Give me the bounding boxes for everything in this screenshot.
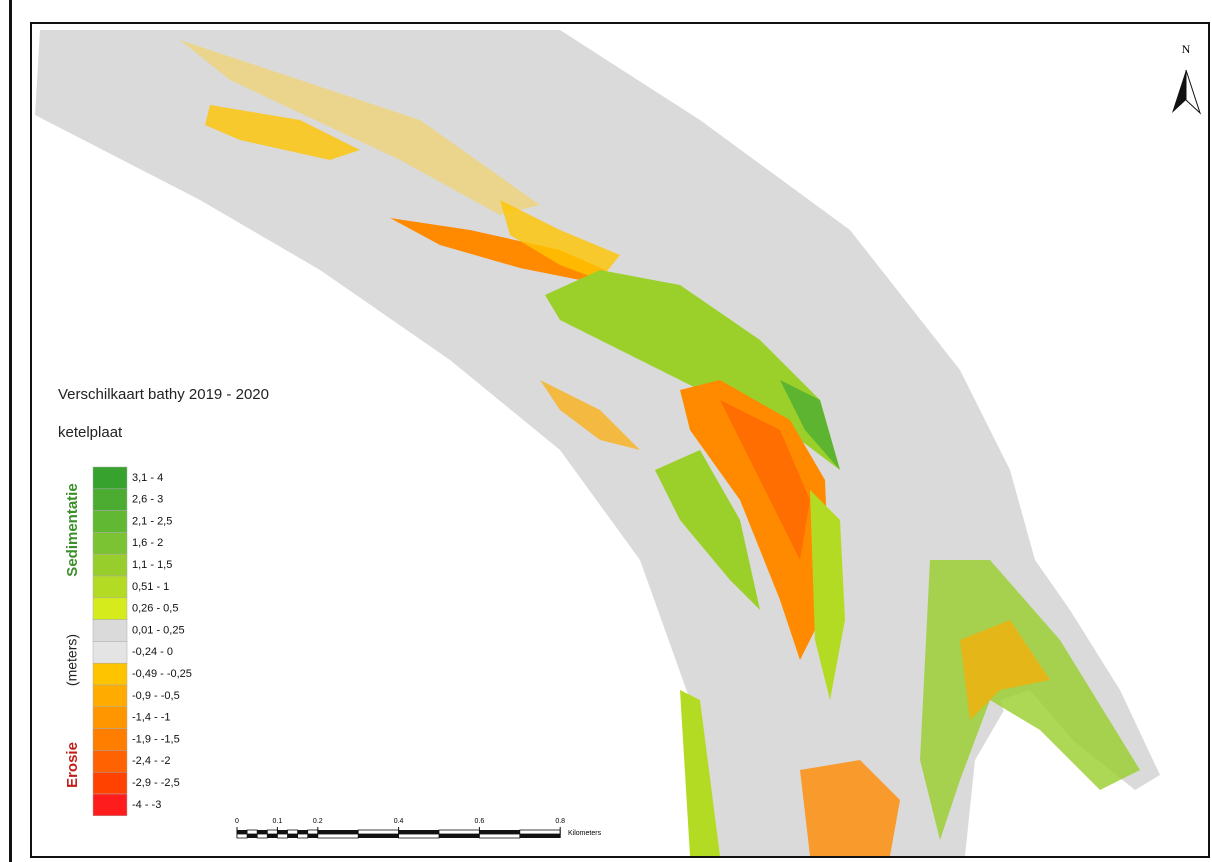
legend-label: 2,1 - 2,5 [132, 515, 172, 527]
legend-side-label: Erosie [64, 742, 81, 788]
legend-label: -1,9 - -1,5 [132, 733, 180, 745]
legend-label: -4 - -3 [132, 799, 161, 811]
scale-segment [519, 829, 561, 835]
scale-segment [317, 830, 359, 834]
scale-segment [247, 834, 258, 838]
legend-label: 1,1 - 1,5 [132, 559, 172, 571]
legend-label: -2,9 - -2,5 [132, 777, 180, 789]
erosion-area [540, 380, 640, 450]
legend-title: Verschilkaart bathy 2019 - 2020 [58, 386, 269, 403]
river [35, 30, 1160, 856]
scale-segment [237, 830, 248, 834]
legend-label: 0,51 - 1 [132, 581, 169, 593]
scale-label: 0.6 [475, 818, 485, 825]
legend-swatch [92, 466, 128, 490]
legend-label: 2,6 - 3 [132, 494, 163, 506]
legend-swatch [92, 706, 128, 729]
scale-segment [398, 833, 440, 839]
legend-swatch [92, 597, 128, 620]
north-label: N [1182, 42, 1191, 56]
legend-label: 3,1 - 4 [132, 472, 163, 484]
sedimentation-area [810, 490, 845, 700]
legend-swatch [92, 793, 128, 817]
scale-segment [297, 833, 309, 839]
scale-label: 0.2 [313, 818, 323, 825]
scale-segment [267, 834, 278, 838]
scale-segment [297, 830, 308, 834]
scale-segment [277, 830, 288, 834]
legend-swatch [92, 684, 128, 708]
erosion-area [960, 620, 1050, 720]
scale-segment [246, 829, 258, 835]
legend-side-label: (meters) [64, 634, 80, 686]
scale-segment [519, 834, 561, 838]
scale-segment [479, 830, 520, 834]
scale-segment [398, 830, 439, 834]
scale-label: 0.4 [394, 818, 404, 825]
scale-segment [236, 833, 248, 839]
legend-swatch [92, 750, 128, 773]
scale-segment [287, 829, 299, 835]
erosion-area [720, 400, 810, 560]
legend-label: -1,4 - -1 [132, 712, 171, 724]
legend-swatch [92, 575, 128, 599]
erosion-area [500, 200, 620, 280]
erosion-area [390, 218, 605, 282]
scale-segment [287, 834, 298, 838]
legend-label: -0,24 - 0 [132, 646, 173, 658]
legend-swatch [92, 532, 128, 555]
erosion-area [180, 40, 540, 215]
scale-segment [307, 834, 318, 838]
legend-label: 0,01 - 0,25 [132, 624, 185, 636]
scale-segment [478, 833, 521, 839]
sedimentation-area [680, 690, 720, 856]
legend-swatch [92, 641, 128, 664]
north-arrow [1185, 69, 1202, 115]
legend-swatch [92, 553, 128, 577]
scale-segment [317, 833, 359, 839]
legend-label: 1,6 - 2 [132, 537, 163, 549]
erosion-area [800, 760, 900, 856]
legend-label: -2,4 - -2 [132, 755, 171, 767]
legend-swatch [92, 662, 128, 686]
scale-label: 0.1 [273, 818, 283, 825]
scale-segment [358, 834, 399, 838]
legend-label: -0,49 - -0,25 [132, 668, 192, 680]
sedimentation-area [780, 380, 840, 470]
legend-label: -0,9 - -0,5 [132, 690, 180, 702]
scale-unit: Kilometers [568, 830, 602, 837]
legend-swatch [92, 488, 128, 511]
legend-swatch [92, 510, 128, 533]
scale-segment [357, 829, 400, 835]
scale-segment [257, 830, 268, 834]
scale-segment [438, 829, 480, 835]
scale-segment [256, 833, 268, 839]
scale-label: 0.8 [555, 818, 565, 825]
erosion-area [680, 380, 830, 660]
scale-label: 0 [235, 818, 239, 825]
left-rule [9, 0, 12, 862]
legend-swatch [92, 728, 128, 751]
north-arrow [1172, 70, 1186, 113]
sedimentation-area [655, 450, 760, 610]
scale-segment [307, 829, 319, 835]
legend-subtitle: ketelplaat [58, 424, 123, 441]
scale-segment [266, 829, 278, 835]
legend-label: 0,26 - 0,5 [132, 603, 178, 615]
scale-segment [439, 834, 480, 838]
legend-swatch [92, 771, 128, 795]
scale-segment [276, 833, 288, 839]
sedimentation-area [920, 560, 1140, 840]
erosion-area [205, 105, 360, 160]
legend-side-label: Sedimentatie [64, 483, 81, 576]
legend-swatch [92, 619, 128, 642]
